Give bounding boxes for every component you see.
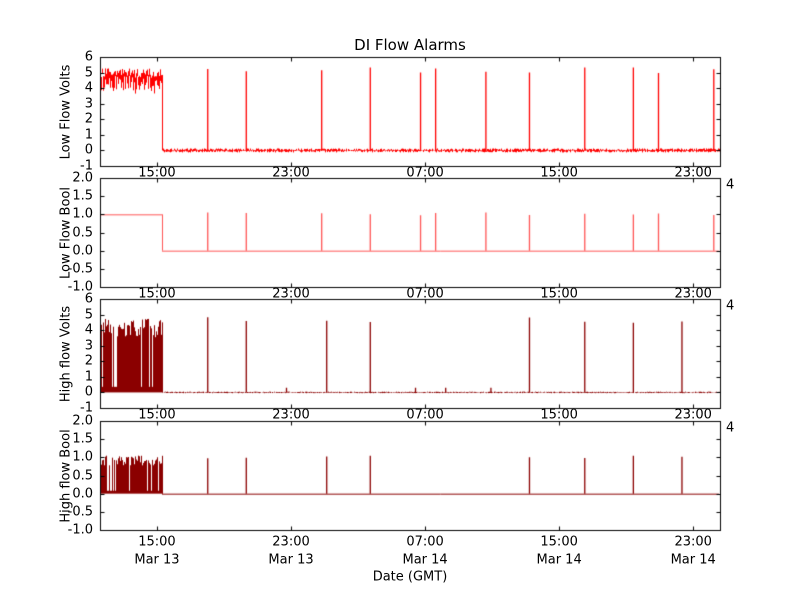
x-tick-label: 23:00 <box>674 286 712 302</box>
x-tick-label: 15:00 <box>540 407 578 423</box>
y-tick-label: 6 <box>84 49 93 65</box>
y-tick-label: 0.0 <box>72 243 93 259</box>
y-tick-label: 0.5 <box>72 468 93 483</box>
x-tick-label: 23:00 <box>674 165 712 181</box>
y-tick-label: 5 <box>84 307 93 323</box>
date-label: Mar 13 <box>134 552 180 568</box>
date-label: Mar 13 <box>268 552 314 568</box>
y-tick-label: -1 <box>80 158 93 174</box>
x-tick-label: 15:00 <box>540 165 578 181</box>
right-axis-label: 4 <box>726 177 735 193</box>
x-tick-label: 15:00 <box>540 534 578 550</box>
y-tick-label: 2 <box>84 111 93 127</box>
y-tick-label: 1 <box>84 369 93 385</box>
x-tick-label: 07:00 <box>406 286 444 302</box>
chart-title: DI Flow Alarms <box>354 36 466 54</box>
y-axis-title: High flow Bool <box>58 428 74 523</box>
x-tick-label: 23:00 <box>272 165 310 181</box>
y-tick-label: -1 <box>80 400 93 416</box>
x-tick-label: 23:00 <box>674 534 712 550</box>
y-axis-title: Low Flow Bool <box>58 186 74 279</box>
y-tick-label: 4 <box>84 80 93 96</box>
x-tick-label: 07:00 <box>406 165 444 181</box>
y-tick-label: 0.5 <box>72 225 93 240</box>
y-tick-label: 1 <box>84 127 93 143</box>
x-tick-label: 15:00 <box>138 286 176 302</box>
y-tick-label: 2 <box>84 353 93 369</box>
x-tick-label: 15:00 <box>138 534 176 550</box>
x-tick-label: 23:00 <box>272 286 310 302</box>
date-label: Mar 14 <box>402 552 448 568</box>
y-tick-label: 1.5 <box>72 431 93 447</box>
x-tick-label: 23:00 <box>674 407 712 423</box>
y-tick-label: 1.0 <box>72 449 93 465</box>
y-axis-title: High flow Volts <box>58 305 74 402</box>
date-label: Mar 14 <box>536 552 582 568</box>
y-tick-label: -1.0 <box>67 522 93 538</box>
y-tick-label: 6 <box>84 291 93 307</box>
x-tick-label: 15:00 <box>138 407 176 423</box>
y-tick-label: 0 <box>84 142 93 158</box>
x-tick-label: 07:00 <box>406 407 444 423</box>
y-tick-label: -0.5 <box>67 504 93 520</box>
date-label: Mar 14 <box>670 552 716 568</box>
y-tick-label: 3 <box>84 96 93 112</box>
right-axis-label: 4 <box>726 298 735 314</box>
y-tick-label: 1.5 <box>72 188 93 204</box>
y-tick-label: 4 <box>84 322 93 338</box>
y-tick-label: 0 <box>84 384 93 400</box>
y-tick-label: 1.0 <box>72 206 93 222</box>
x-axis-label: Date (GMT) <box>372 569 448 585</box>
y-tick-label: 5 <box>84 65 93 81</box>
y-tick-label: 0.0 <box>72 486 93 502</box>
x-tick-label: 07:00 <box>406 534 444 550</box>
y-tick-label: -1.0 <box>67 279 93 295</box>
y-tick-label: 3 <box>84 338 93 354</box>
x-tick-label: 15:00 <box>540 286 578 302</box>
y-axis-title: Low Flow Volts <box>58 64 74 159</box>
y-tick-label: -0.5 <box>67 261 93 277</box>
x-tick-label: 23:00 <box>272 407 310 423</box>
right-axis-label: 4 <box>726 420 735 436</box>
x-tick-label: 15:00 <box>138 165 176 181</box>
x-tick-label: 23:00 <box>272 534 310 550</box>
y-tick-label: 2.0 <box>72 170 93 186</box>
y-tick-label: 2.0 <box>72 413 93 429</box>
